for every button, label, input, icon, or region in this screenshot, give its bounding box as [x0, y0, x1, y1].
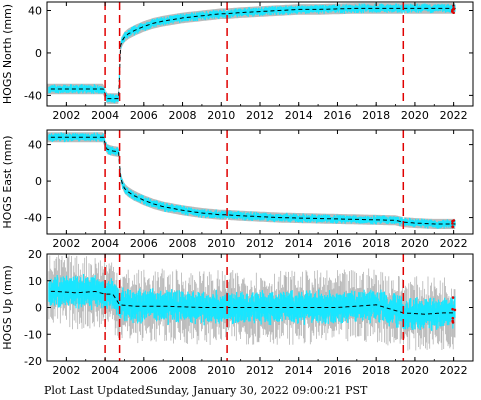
x-tick-label: 2002	[52, 109, 80, 122]
x-tick-label: 2010	[207, 109, 235, 122]
x-tick-label: 2004	[91, 109, 119, 122]
x-tick-label: 2020	[401, 237, 429, 250]
x-tick-label: 2022	[440, 364, 468, 377]
x-tick-label: 2008	[169, 237, 197, 250]
observations	[48, 132, 456, 229]
outlier-point	[451, 222, 454, 225]
footer-timestamp: Sunday, January 30, 2022 09:00:21 PST	[146, 384, 368, 397]
panel-2: 2002 2004 2006 2008 2010 2012 2014 2016 2018 2020…	[1, 129, 474, 250]
footer-label: Plot Last Updated:	[44, 384, 149, 397]
outlier-point	[451, 296, 455, 299]
x-tick-label: 2012	[246, 364, 274, 377]
panel-3: 2002 2004 2006 2008 2010 2012 2014 2016 2018 2020…	[1, 248, 474, 377]
x-tick-label: 2004	[91, 364, 119, 377]
x-tick-label: 2002	[52, 237, 80, 250]
y-tick-label: 0	[35, 47, 42, 60]
x-tick-label: 2018	[362, 109, 390, 122]
x-tick-label: 2006	[130, 109, 158, 122]
x-tick-label: 2012	[246, 237, 274, 250]
y-tick-label: 40	[28, 5, 42, 18]
y-axis-label: HOGS North (mm)	[1, 4, 14, 104]
x-tick-label: 2022	[440, 109, 468, 122]
y-tick-label: -10	[24, 328, 42, 341]
model-line	[50, 136, 456, 225]
x-tick-label: 2016	[323, 237, 351, 250]
y-tick-label: -40	[24, 212, 42, 225]
x-tick-label: 2022	[440, 237, 468, 250]
x-tick-label: 2016	[323, 109, 351, 122]
x-tick-label: 2004	[91, 237, 119, 250]
y-axis-label: HOGS East (mm)	[1, 135, 14, 228]
observations	[48, 274, 456, 332]
uncertainty-band	[120, 8, 227, 62]
x-tick-label: 2016	[323, 364, 351, 377]
x-tick-label: 2010	[207, 237, 235, 250]
outlier-point	[451, 225, 455, 229]
y-tick-label: 20	[28, 248, 42, 261]
x-tick-label: 2014	[285, 109, 313, 122]
x-tick-label: 2014	[285, 364, 313, 377]
x-tick-label: 2002	[52, 364, 80, 377]
x-tick-label: 2006	[130, 364, 158, 377]
x-tick-label: 2020	[401, 364, 429, 377]
y-tick-label: -40	[24, 89, 42, 102]
y-tick-label: 40	[28, 139, 42, 152]
outlier-point	[451, 321, 455, 324]
x-tick-label: 2014	[285, 237, 313, 250]
x-tick-label: 2008	[169, 364, 197, 377]
x-tick-label: 2018	[362, 364, 390, 377]
x-tick-label: 2008	[169, 109, 197, 122]
x-tick-label: 2006	[130, 237, 158, 250]
y-tick-label: 10	[28, 275, 42, 288]
y-tick-label: 0	[35, 175, 42, 188]
outlier-point	[451, 316, 455, 320]
outlier-point	[453, 308, 457, 312]
uncertainty-band	[120, 164, 227, 220]
model-line	[50, 290, 456, 315]
outlier-point	[451, 219, 454, 223]
x-tick-label: 2018	[362, 237, 390, 250]
outlier-point	[451, 8, 454, 12]
y-tick-label: 0	[35, 302, 42, 315]
panel-1: 2002 2004 2006 2008 2010 2012 2014 2016 2018 2020…	[1, 1, 474, 122]
y-tick-label: -20	[24, 355, 42, 368]
x-tick-label: 2010	[207, 364, 235, 377]
timeseries-figure: 2002 2004 2006 2008 2010 2012 2014 2016 2018 2020…	[1, 1, 474, 377]
x-tick-label: 2012	[246, 109, 274, 122]
plot-frame	[46, 1, 474, 107]
outlier-point	[451, 307, 454, 311]
model-line	[50, 7, 456, 100]
observations	[48, 3, 456, 104]
y-axis-label: HOGS Up (mm)	[1, 265, 14, 349]
x-tick-label: 2020	[401, 109, 429, 122]
